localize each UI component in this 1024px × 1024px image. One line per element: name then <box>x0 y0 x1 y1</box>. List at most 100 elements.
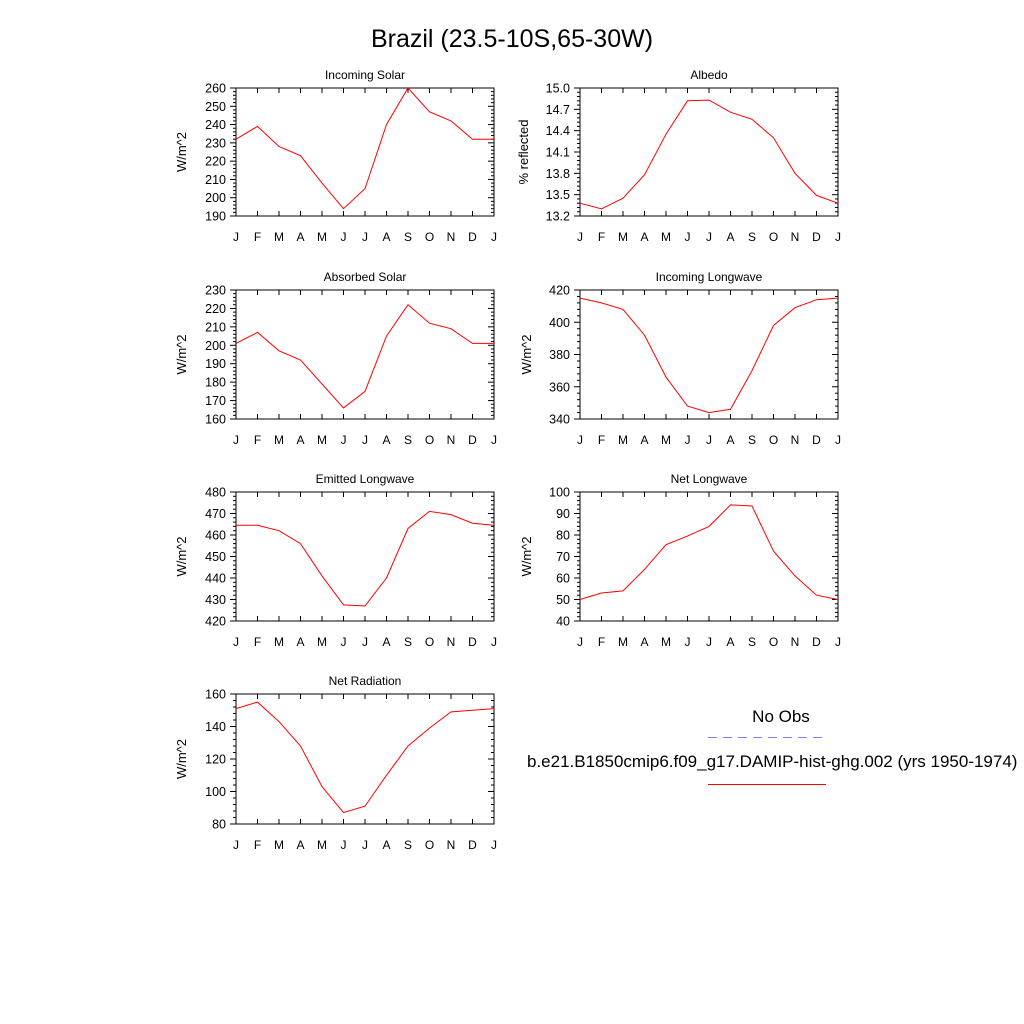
y-tick-label: 160 <box>205 688 226 702</box>
x-tick-label: J <box>341 838 347 852</box>
x-tick-label: N <box>447 838 456 852</box>
y-tick-label: 190 <box>205 210 226 224</box>
x-tick-label: J <box>233 230 239 244</box>
y-tick-label: 400 <box>549 316 570 330</box>
x-tick-label: M <box>618 230 628 244</box>
x-tick-label: M <box>274 635 284 649</box>
y-axis-label: W/m^2 <box>174 132 189 172</box>
y-tick-label: 14.7 <box>546 103 570 117</box>
y-axis-label: W/m^2 <box>174 536 189 576</box>
x-tick-label: M <box>661 635 671 649</box>
x-tick-label: D <box>468 838 477 852</box>
legend-model-label: b.e21.B1850cmip6.f09_g17.DAMIP-hist-ghg.… <box>527 752 1017 771</box>
y-axis-label: % reflected <box>516 119 531 184</box>
x-tick-label: M <box>274 838 284 852</box>
y-tick-label: 380 <box>549 348 570 362</box>
x-tick-label: O <box>425 635 434 649</box>
x-tick-label: F <box>254 433 261 447</box>
y-tick-label: 60 <box>556 572 570 586</box>
y-tick-label: 14.1 <box>546 146 570 160</box>
y-tick-label: 120 <box>205 753 226 767</box>
x-tick-label: A <box>296 230 304 244</box>
x-tick-label: N <box>791 635 800 649</box>
x-tick-label: M <box>618 433 628 447</box>
y-tick-label: 180 <box>205 376 226 390</box>
x-tick-label: D <box>468 635 477 649</box>
x-tick-label: J <box>577 433 583 447</box>
x-tick-label: J <box>835 635 841 649</box>
x-tick-label: J <box>362 838 368 852</box>
x-tick-label: M <box>618 635 628 649</box>
x-tick-label: F <box>254 838 261 852</box>
x-tick-label: F <box>254 635 261 649</box>
y-tick-label: 420 <box>549 284 570 298</box>
panel-title: Absorbed Solar <box>324 270 407 284</box>
y-tick-label: 220 <box>205 155 226 169</box>
y-tick-label: 100 <box>205 785 226 799</box>
y-tick-label: 230 <box>205 136 226 150</box>
x-tick-label: A <box>640 230 648 244</box>
x-tick-label: S <box>748 433 756 447</box>
y-tick-label: 50 <box>556 593 570 607</box>
x-tick-label: S <box>404 230 412 244</box>
x-tick-label: J <box>835 230 841 244</box>
legend-obs-label: No Obs <box>752 707 810 726</box>
y-axis-label: W/m^2 <box>174 334 189 374</box>
x-tick-label: J <box>577 230 583 244</box>
x-tick-label: A <box>640 433 648 447</box>
series-line <box>235 701 495 814</box>
x-tick-label: A <box>726 635 734 649</box>
x-tick-label: D <box>812 230 821 244</box>
x-tick-label: M <box>317 433 327 447</box>
x-tick-label: M <box>274 230 284 244</box>
x-tick-label: J <box>685 433 691 447</box>
x-tick-label: A <box>296 635 304 649</box>
y-tick-label: 190 <box>205 357 226 371</box>
x-tick-label: J <box>577 635 583 649</box>
series-line <box>579 99 839 210</box>
y-tick-label: 470 <box>205 507 226 521</box>
y-tick-label: 13.8 <box>546 167 570 181</box>
x-tick-label: D <box>812 433 821 447</box>
x-tick-label: N <box>791 433 800 447</box>
y-axis-label: W/m^2 <box>519 334 534 374</box>
y-tick-label: 13.2 <box>546 210 570 224</box>
x-tick-label: J <box>362 433 368 447</box>
x-tick-label: S <box>748 635 756 649</box>
x-tick-label: J <box>233 635 239 649</box>
x-tick-label: J <box>835 433 841 447</box>
y-tick-label: 340 <box>549 413 570 427</box>
y-tick-label: 480 <box>205 486 226 500</box>
x-tick-label: N <box>447 230 456 244</box>
legend: No Obs b.e21.B1850cmip6.f09_g17.DAMIP-hi… <box>527 707 1017 785</box>
y-tick-label: 40 <box>556 615 570 629</box>
y-tick-label: 15.0 <box>546 82 570 96</box>
x-tick-label: D <box>812 635 821 649</box>
x-tick-label: J <box>491 433 497 447</box>
x-tick-label: F <box>598 433 605 447</box>
y-tick-label: 460 <box>205 529 226 543</box>
y-tick-label: 260 <box>205 82 226 96</box>
y-tick-label: 440 <box>205 572 226 586</box>
panel-title: Incoming Longwave <box>656 270 763 284</box>
x-tick-label: O <box>425 838 434 852</box>
x-tick-label: J <box>233 838 239 852</box>
x-tick-label: M <box>661 230 671 244</box>
x-tick-label: J <box>706 433 712 447</box>
y-tick-label: 80 <box>212 818 226 832</box>
y-axis-label: W/m^2 <box>174 739 189 779</box>
y-tick-label: 140 <box>205 720 226 734</box>
x-tick-label: J <box>362 230 368 244</box>
y-tick-label: 160 <box>205 413 226 427</box>
y-tick-label: 14.4 <box>546 124 570 138</box>
panel-title: Incoming Solar <box>325 68 405 82</box>
x-tick-label: F <box>254 230 261 244</box>
x-tick-label: J <box>491 838 497 852</box>
x-tick-label: J <box>233 433 239 447</box>
x-tick-label: N <box>791 230 800 244</box>
x-tick-label: J <box>341 433 347 447</box>
